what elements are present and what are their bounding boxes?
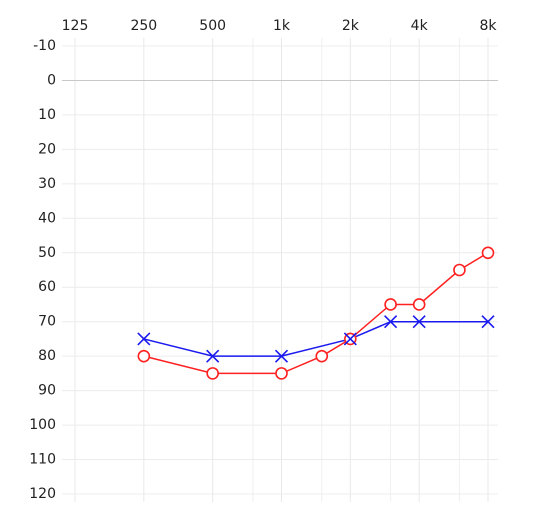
- y-tick-label: -10: [33, 38, 56, 54]
- marker-cross: [206, 349, 220, 363]
- y-tick-label: 90: [38, 383, 56, 399]
- marker-cross: [384, 315, 398, 329]
- x-tick-label: 4k: [411, 18, 429, 34]
- y-tick-label: 50: [38, 245, 56, 261]
- marker-circle: [453, 263, 466, 277]
- marker-circle: [315, 349, 329, 363]
- marker-circle: [481, 246, 495, 260]
- y-tick-label: 10: [38, 107, 56, 123]
- x-tick-label: 125: [62, 18, 89, 34]
- marker-circle: [384, 298, 397, 311]
- y-tick-label: 110: [29, 452, 56, 468]
- y-tick-label: 70: [38, 314, 56, 330]
- y-tick-label: 20: [38, 141, 56, 157]
- marker-circle: [412, 298, 426, 311]
- marker-cross: [274, 349, 289, 363]
- x-tick-label: 250: [130, 18, 157, 34]
- marker-cross: [412, 315, 426, 329]
- marker-cross: [481, 315, 495, 329]
- y-tick-label: 80: [38, 348, 56, 364]
- x-tick-label: 1k: [273, 18, 291, 34]
- marker-cross: [137, 332, 151, 346]
- marker-circle: [137, 349, 151, 363]
- x-tick-label: 8k: [479, 18, 497, 34]
- marker-circle: [275, 367, 288, 380]
- series-line: [143, 320, 488, 357]
- y-tick-label: 100: [29, 417, 56, 433]
- marker-cross: [343, 332, 357, 346]
- x-tick-label: 500: [199, 18, 226, 34]
- y-tick-label: 60: [38, 279, 56, 295]
- y-tick-label: 30: [38, 176, 56, 192]
- y-tick-label: 0: [47, 72, 56, 88]
- y-tick-label: 40: [38, 210, 56, 226]
- x-tick-label: 2k: [342, 18, 360, 34]
- marker-circle: [206, 367, 219, 380]
- y-tick-label: 120: [29, 486, 56, 502]
